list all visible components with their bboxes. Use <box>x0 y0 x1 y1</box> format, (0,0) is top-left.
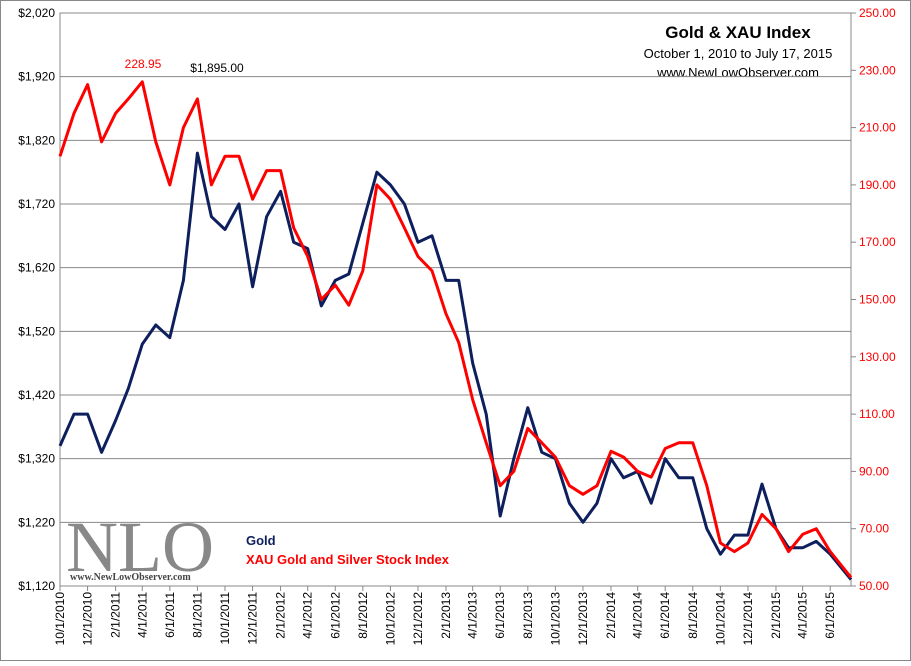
y2-tick-label: 250.00 <box>859 6 896 20</box>
x-tick-label: 12/1/2013 <box>576 592 590 646</box>
y-tick-label: $1,920 <box>18 70 55 84</box>
x-tick-label: 4/1/2014 <box>631 592 645 639</box>
series-line <box>58 151 853 581</box>
x-tick-label: 10/1/2014 <box>713 592 727 646</box>
x-tick-label: 8/1/2011 <box>190 592 204 638</box>
x-tick-label: 2/1/2015 <box>769 592 783 639</box>
y2-tick-label: 130.00 <box>859 350 896 364</box>
x-tick-label: 2/1/2011 <box>109 592 123 638</box>
x-tick-label: 10/1/2012 <box>383 592 397 646</box>
legend-label: XAU Gold and Silver Stock Index <box>246 552 450 567</box>
y2-tick-label: 210.00 <box>859 121 896 135</box>
y2-tick-label: 170.00 <box>859 235 896 249</box>
y2-tick-label: 50.00 <box>859 579 889 593</box>
y2-tick-label: 110.00 <box>859 407 895 421</box>
source: www.NewLowObserver.com <box>656 65 819 80</box>
x-tick-label: 2/1/2013 <box>439 592 453 639</box>
x-tick-label: 10/1/2010 <box>53 592 67 646</box>
x-tick-label: 12/1/2011 <box>246 592 260 645</box>
y2-tick-label: 190.00 <box>859 178 896 192</box>
x-tick-label: 8/1/2012 <box>356 592 370 639</box>
x-tick-label: 8/1/2013 <box>521 592 535 639</box>
y2-tick-label: 230.00 <box>859 63 896 77</box>
x-tick-label: 6/1/2015 <box>823 592 837 639</box>
x-tick-label: 6/1/2014 <box>658 592 672 639</box>
x-tick-label: 12/1/2014 <box>741 592 755 646</box>
x-tick-label: 2/1/2012 <box>274 592 288 639</box>
x-tick-label: 6/1/2011 <box>163 592 177 638</box>
y2-tick-label: 90.00 <box>859 464 889 478</box>
x-tick-label: 4/1/2015 <box>796 592 810 639</box>
x-tick-label: 4/1/2013 <box>466 592 480 639</box>
x-tick-label: 6/1/2013 <box>493 592 507 639</box>
y2-tick-label: 70.00 <box>859 522 889 536</box>
series-line <box>58 80 853 579</box>
y-tick-label: $1,720 <box>18 197 55 211</box>
y-tick-label: $1,620 <box>18 261 55 275</box>
chart-subtitle: October 1, 2010 to July 17, 2015 <box>644 46 833 61</box>
x-tick-label: 6/1/2012 <box>328 592 342 639</box>
logo: NLO <box>66 507 214 587</box>
y2-tick-label: 150.00 <box>859 293 896 307</box>
y-tick-label: $1,820 <box>18 133 55 147</box>
y-tick-label: $1,320 <box>18 452 55 466</box>
annotation: $1,895.00 <box>190 61 244 75</box>
x-tick-label: 10/1/2013 <box>548 592 562 646</box>
x-tick-label: 10/1/2011 <box>218 592 232 645</box>
logo-url: www.NewLowObserver.com <box>70 572 191 583</box>
y-tick-label: $1,120 <box>18 579 55 593</box>
y-tick-label: $1,220 <box>18 515 55 529</box>
x-tick-label: 12/1/2010 <box>81 592 95 646</box>
x-tick-label: 4/1/2011 <box>135 592 149 638</box>
x-tick-label: 4/1/2012 <box>301 592 315 639</box>
y-tick-label: $1,420 <box>18 388 55 402</box>
chart-title: Gold & XAU Index <box>665 23 811 42</box>
x-tick-label: 2/1/2014 <box>604 592 618 639</box>
x-tick-label: 12/1/2012 <box>411 592 425 646</box>
y-tick-label: $1,520 <box>18 324 55 338</box>
y-tick-label: $2,020 <box>18 6 55 20</box>
annotation: 228.95 <box>125 57 162 71</box>
legend-label: Gold <box>246 533 276 548</box>
x-tick-label: 8/1/2014 <box>686 592 700 639</box>
